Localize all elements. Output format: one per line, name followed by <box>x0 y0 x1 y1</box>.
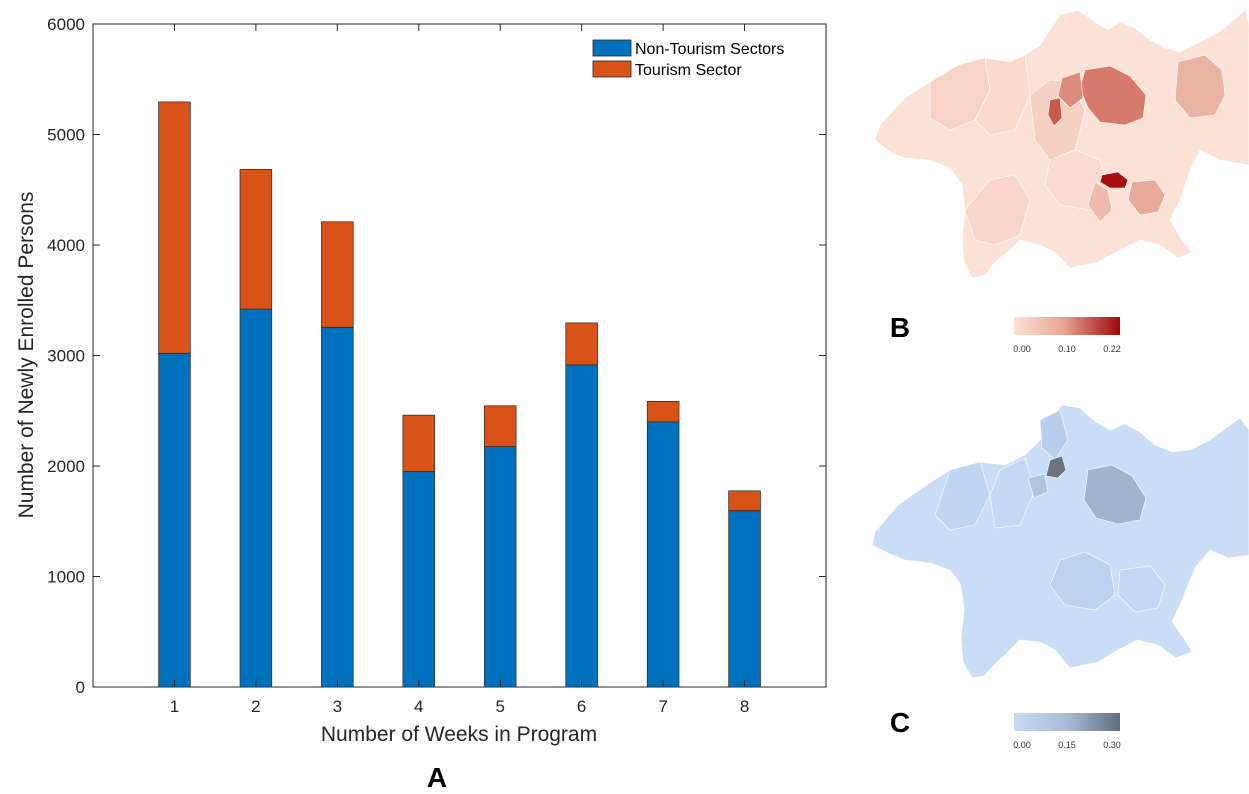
map-c-region-inner-1 <box>934 461 991 531</box>
x-tick-label: 2 <box>251 697 260 716</box>
map-c-region-inner-4 <box>1117 565 1166 613</box>
colorbar-tick-label: 0.00 <box>1013 344 1031 354</box>
map-c-region-mid-1 <box>1083 464 1147 525</box>
y-tick-label: 2000 <box>47 457 85 476</box>
x-tick-label: 5 <box>495 697 504 716</box>
x-axis-ticks: 1 2 3 4 5 6 7 8 <box>170 24 749 716</box>
x-tick-label: 7 <box>658 697 667 716</box>
legend-label-non-tourism: Non-Tourism Sectors <box>635 41 784 58</box>
map-b-region-mid-6 <box>1087 181 1113 223</box>
map-b-region-mid-2 <box>1057 71 1084 109</box>
map-b-region-high <box>1099 171 1129 189</box>
colorbar-tick-label: 0.30 <box>1103 740 1121 750</box>
bars-group <box>158 101 761 688</box>
legend-swatch-tourism <box>592 60 632 78</box>
y-tick-label: 3000 <box>47 347 85 366</box>
bar-week-1-tourism <box>158 101 191 354</box>
x-tick-label: 3 <box>333 697 342 716</box>
map-b-region-mid-1 <box>1079 65 1147 126</box>
panel-label-b: B <box>890 312 910 343</box>
map-b-region-mid-3 <box>1047 97 1063 127</box>
bar-week-8-non-tourism <box>728 510 761 688</box>
map-c-region-inner-2 <box>989 457 1036 529</box>
map-b-region-inner-5 <box>964 174 1031 246</box>
colorbar-tick-label: 0.10 <box>1058 344 1076 354</box>
panel-a-bar-chart: 0 1000 2000 3000 4000 5000 6000 1 2 3 4 5 6 7 8 Numbe… <box>15 15 827 793</box>
x-axis-label: Number of Weeks in Program <box>321 723 597 746</box>
panel-label-c: C <box>890 707 910 738</box>
plot-area-frame <box>92 23 827 688</box>
bar-week-6-non-tourism <box>565 364 598 688</box>
map-b-region-mid-4 <box>1174 54 1226 119</box>
bar-week-1-non-tourism <box>158 352 191 688</box>
map-b-region-mid-5 <box>1127 179 1166 216</box>
colorbar-tick-label: 0.00 <box>1013 740 1031 750</box>
y-tick-label: 0 <box>76 678 85 697</box>
y-tick-label: 1000 <box>47 568 85 587</box>
map-c-region-inner-5 <box>1039 409 1069 461</box>
bar-week-4-non-tourism <box>402 471 436 688</box>
colorbar-c <box>1014 713 1120 731</box>
x-tick-label: 4 <box>414 697 423 716</box>
y-tick-label: 6000 <box>47 15 85 34</box>
bar-week-7-non-tourism <box>646 421 680 688</box>
map-c-region-mid-2 <box>1027 473 1049 499</box>
legend-swatch-non-tourism <box>592 39 632 57</box>
bar-week-5-non-tourism <box>483 446 517 688</box>
map-b-region-inner-2 <box>974 54 1031 136</box>
x-tick-label: 8 <box>740 697 749 716</box>
legend-label-tourism: Tourism Sector <box>635 62 742 79</box>
bar-week-6-tourism <box>565 322 598 366</box>
panel-b-map: B 0.00 0.10 0.22 <box>874 9 1249 354</box>
map-c-region-high <box>1045 455 1067 479</box>
y-axis-label: Number of Newly Enrolled Persons <box>15 192 38 519</box>
colorbar-b <box>1014 317 1120 335</box>
bar-week-2-non-tourism <box>239 308 273 688</box>
x-tick-label: 1 <box>170 697 179 716</box>
panel-c-map: C 0.00 0.15 0.30 <box>871 404 1249 750</box>
bar-week-3-tourism <box>321 221 354 328</box>
map-c-region-inner-3 <box>1049 551 1116 611</box>
colorbar-b-ticks: 0.00 0.10 0.22 <box>1013 344 1121 354</box>
bar-week-4-tourism <box>402 414 436 472</box>
bar-week-2-tourism <box>239 168 273 310</box>
colorbar-tick-label: 0.15 <box>1058 740 1076 750</box>
bar-week-7-tourism <box>646 401 680 423</box>
bar-week-3-non-tourism <box>321 326 354 688</box>
bar-week-8-tourism <box>728 490 761 512</box>
y-tick-label: 4000 <box>47 236 85 255</box>
x-tick-label: 6 <box>577 697 586 716</box>
legend: Non-Tourism Sectors Tourism Sector <box>592 39 784 79</box>
y-axis-ticks: 0 1000 2000 3000 4000 5000 6000 <box>47 15 826 697</box>
y-tick-label: 5000 <box>47 126 85 145</box>
colorbar-tick-label: 0.22 <box>1103 344 1121 354</box>
bar-week-5-tourism <box>483 405 517 448</box>
panel-label-a: A <box>427 762 447 793</box>
colorbar-c-ticks: 0.00 0.15 0.30 <box>1013 740 1121 750</box>
